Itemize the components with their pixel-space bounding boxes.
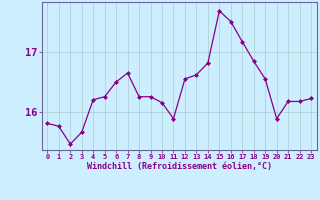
X-axis label: Windchill (Refroidissement éolien,°C): Windchill (Refroidissement éolien,°C) xyxy=(87,162,272,171)
